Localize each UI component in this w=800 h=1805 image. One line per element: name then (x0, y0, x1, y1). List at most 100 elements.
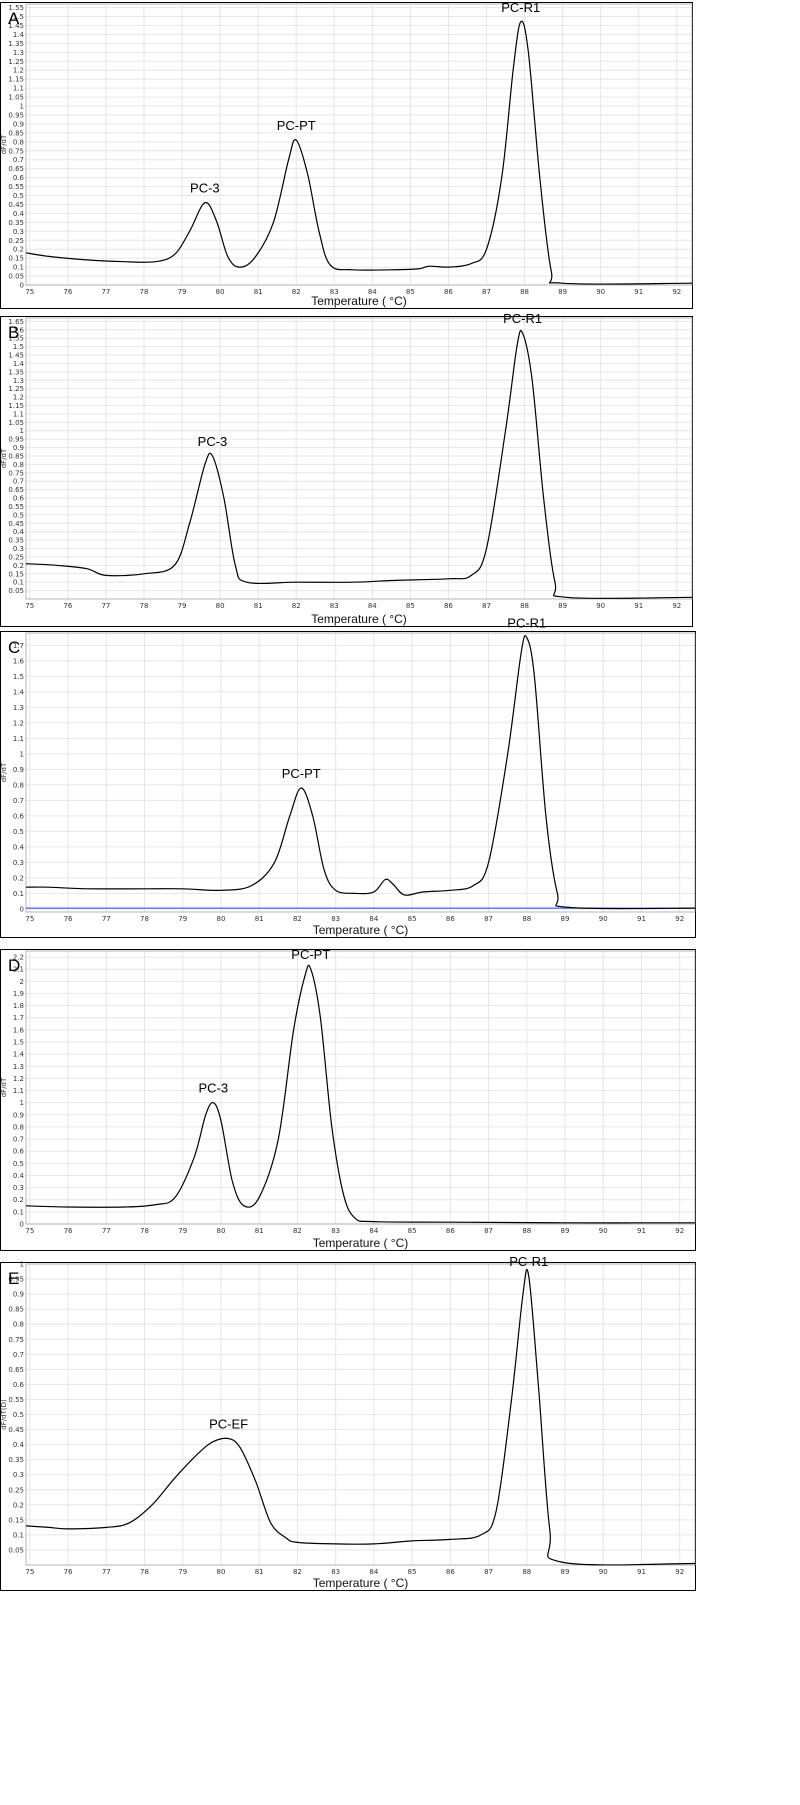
y-tick-label: 1.4 (13, 360, 25, 368)
y-tick-label: 0.75 (8, 1336, 24, 1344)
y-axis-label: dF/dT (0, 1077, 8, 1097)
y-tick-label: 0.7 (13, 1136, 24, 1144)
panel-frame (0, 949, 696, 1251)
y-tick-label: 0.85 (8, 452, 24, 460)
y-tick-label: 0.4 (13, 528, 25, 536)
x-tick-label: 89 (558, 602, 567, 610)
melt-curve (25, 635, 696, 910)
x-tick-label: 79 (178, 1227, 187, 1235)
y-tick-label: 0.1 (13, 1531, 24, 1539)
y-tick-label: 0.45 (8, 201, 24, 209)
panel-label: C (8, 638, 20, 657)
y-tick-label: 1.4 (13, 1051, 25, 1059)
x-tick-label: 91 (634, 602, 643, 610)
x-tick-label: 90 (599, 1227, 608, 1235)
x-tick-label: 84 (369, 1568, 378, 1576)
chart-panel-A: 75 76 77 78 79 80 81 82 83 84 85 86 87 88 89 90 91 92 00.0… (0, 0, 693, 309)
x-tick-label: 79 (178, 915, 187, 923)
y-tick-label: 1.65 (8, 318, 24, 326)
y-tick-label: 0 (20, 282, 24, 290)
y-tick-label: 1.7 (13, 1014, 24, 1022)
y-tick-label: 0.2 (13, 1196, 24, 1204)
x-tick-label: 75 (25, 288, 34, 296)
x-tick-label: 77 (101, 288, 110, 296)
y-tick-label: 1.3 (13, 704, 24, 712)
y-tick-label: 1.2 (13, 1075, 24, 1083)
plot-area (25, 3, 693, 286)
y-tick-label: 0.25 (8, 237, 24, 245)
x-tick-label: 85 (408, 915, 417, 923)
x-tick-label: 84 (369, 1227, 378, 1235)
peak-label: PC-PT (277, 118, 316, 133)
y-tick-label: 0.4 (13, 210, 25, 218)
x-tick-label: 77 (102, 1568, 111, 1576)
y-tick-label: 1.45 (8, 352, 24, 360)
x-tick-label: 82 (292, 288, 301, 296)
y-tick-label: 0.85 (8, 1306, 24, 1314)
y-tick-label: 0.7 (13, 156, 24, 164)
x-tick-label: 90 (596, 288, 605, 296)
x-tick-label: 83 (330, 602, 339, 610)
x-tick-label: 82 (293, 1227, 302, 1235)
y-tick-label: 0 (20, 905, 24, 913)
y-tick-label: 0.75 (8, 469, 24, 477)
y-axis-label: dF/dT (0, 762, 8, 782)
y-tick-label: 1.7 (13, 642, 24, 650)
y-tick-label: 0.2 (13, 562, 24, 570)
y-tick-label: 1 (20, 750, 24, 758)
y-tick-label: 0.95 (8, 111, 24, 119)
chart-panel-B: 75 76 77 78 79 80 81 82 83 84 85 86 87 88 89 90 91 92 0.05… (0, 311, 693, 627)
y-tick-label: 1.4 (13, 31, 25, 39)
x-tick-label: 92 (675, 1568, 684, 1576)
plot-area (25, 317, 693, 600)
plot-area (25, 950, 696, 1225)
peak-label: PC-3 (190, 181, 220, 196)
x-tick-label: 82 (293, 1568, 302, 1576)
x-tick-label: 80 (217, 1227, 226, 1235)
y-tick-label: 1.35 (8, 40, 24, 48)
chart-panel-D: 75 76 77 78 79 80 81 82 83 84 85 86 87 88 89 90 91 92 0 0.1… (0, 947, 696, 1251)
x-tick-label: 87 (482, 602, 491, 610)
x-tick-label: 85 (408, 1227, 417, 1235)
y-tick-label: 0.1 (13, 1208, 24, 1216)
melt-curve (25, 1269, 696, 1566)
y-tick-label: 1.35 (8, 368, 24, 376)
peak-label: PC-PT (291, 947, 330, 962)
y-tick-label: 1 (20, 103, 24, 111)
y-tick-label: 0.6 (13, 1148, 25, 1156)
x-tick-label: 77 (102, 915, 111, 923)
y-tick-label: 0.85 (8, 129, 24, 137)
y-tick-label: 0.7 (13, 1351, 24, 1359)
y-tick-label: 0.3 (13, 859, 24, 867)
y-tick-label: 0.6 (13, 812, 25, 820)
y-tick-label: 1.3 (13, 1063, 24, 1071)
x-tick-label: 78 (140, 915, 149, 923)
y-tick-label: 0.5 (13, 1411, 24, 1419)
y-tick-label: 0.8 (13, 461, 24, 469)
y-tick-label: 0.8 (13, 1321, 24, 1329)
x-tick-label: 90 (599, 915, 608, 923)
y-tick-label: 1.25 (8, 385, 24, 393)
x-tick-label: 86 (446, 1227, 455, 1235)
x-tick-label: 80 (217, 1568, 226, 1576)
panel-frame (0, 1262, 696, 1591)
y-tick-label: 0.9 (13, 444, 24, 452)
x-tick-label: 83 (331, 1568, 340, 1576)
y-tick-label: 1.9 (13, 990, 24, 998)
y-tick-label: 1.5 (13, 343, 24, 351)
y-tick-label: 0.4 (13, 843, 25, 851)
x-tick-label: 81 (255, 1568, 264, 1576)
y-tick-label: 0.55 (8, 183, 24, 191)
x-axis-label: Temperature ( °C) (311, 612, 407, 626)
y-tick-label: 1.45 (8, 22, 24, 30)
x-tick-label: 86 (444, 602, 453, 610)
x-tick-label: 76 (64, 1568, 73, 1576)
y-tick-label: 0.65 (8, 1366, 24, 1374)
x-tick-label: 80 (217, 915, 226, 923)
x-tick-label: 75 (25, 1568, 34, 1576)
x-tick-label: 92 (675, 1227, 684, 1235)
x-tick-label: 87 (484, 1227, 493, 1235)
x-tick-label: 82 (292, 602, 301, 610)
y-tick-label: 0.05 (8, 1546, 24, 1554)
